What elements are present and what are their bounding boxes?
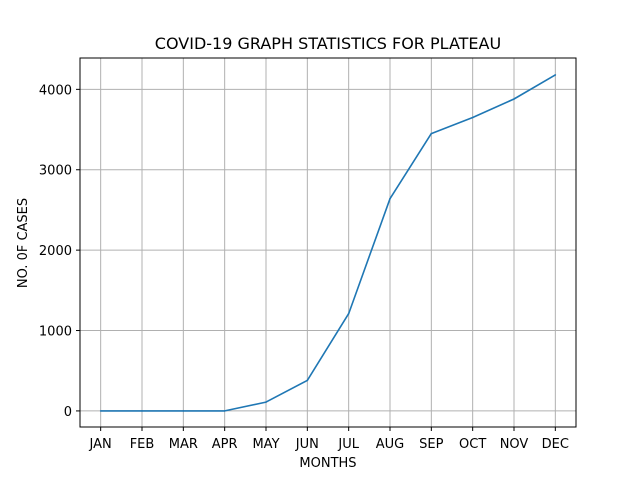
data-point: [471, 116, 474, 119]
series-line: [100, 74, 556, 412]
x-tick-label: APR: [212, 437, 238, 452]
x-tick-label: OCT: [459, 437, 486, 452]
data-point: [513, 98, 515, 100]
x-tick-label: JUN: [295, 437, 319, 452]
data-point: [223, 410, 226, 412]
y-tick-label: 4000: [39, 83, 72, 98]
y-axis-label: NO. 0F CASES: [16, 198, 31, 288]
grid: [80, 58, 576, 427]
plot-area-frame: [79, 57, 577, 428]
y-tick-label: 3000: [39, 164, 72, 179]
x-tick-label: SEP: [419, 437, 443, 452]
x-tick-label: JUL: [337, 437, 359, 452]
data-point: [306, 379, 309, 382]
x-axis-label: MONTHS: [299, 456, 356, 471]
data-point: [389, 197, 391, 200]
x-tick-label: FEB: [130, 437, 155, 452]
x-tick-label: NOV: [500, 437, 529, 452]
x-tick-label: JAN: [89, 437, 112, 452]
data-point: [265, 401, 267, 403]
data-point: [430, 132, 433, 135]
data-point: [99, 410, 102, 412]
chart-title: COVID-19 GRAPH STATISTICS FOR PLATEAU: [155, 34, 501, 53]
x-tick-label: DEC: [542, 437, 569, 452]
y-tick-label: 0: [64, 405, 72, 420]
x-tick-label: AUG: [376, 437, 404, 452]
data-point: [347, 312, 350, 315]
y-tick-label: 1000: [39, 325, 72, 340]
series-layer: [99, 74, 557, 412]
y-tick-label: 2000: [39, 244, 72, 259]
data-point: [554, 74, 557, 76]
x-tick-label: MAR: [169, 437, 198, 452]
axis-ticks: JAN FEB MAR APR MAY JUN JUL AUG SEP OCT NOV DEC 0 100…: [39, 83, 569, 452]
x-tick-label: MAY: [252, 437, 279, 452]
data-point: [182, 410, 185, 412]
data-point: [141, 410, 143, 412]
